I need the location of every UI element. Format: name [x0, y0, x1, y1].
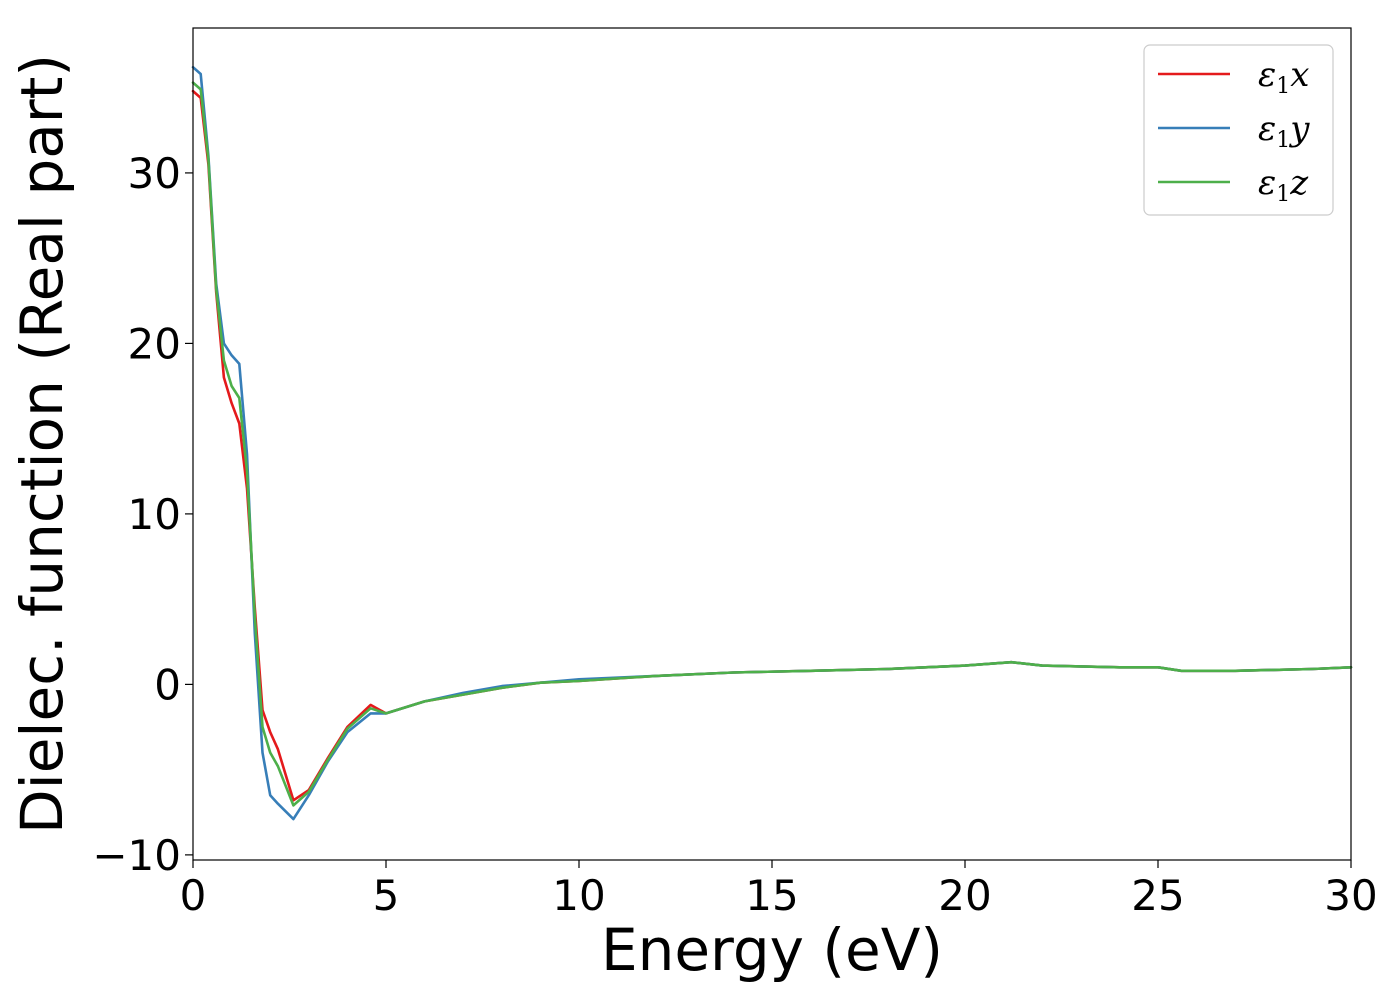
legend-box: [1143, 44, 1334, 216]
x-axis: 0 5 10 15 20 25 30: [180, 860, 1378, 920]
plot-series: [191, 65, 1353, 821]
y-axis: −10 0 10 20 30: [92, 149, 193, 880]
y-tick-label: −10: [92, 831, 181, 880]
x-axis-title: Energy (eV): [601, 916, 943, 984]
y-axis-title: Dielec. function (Real part): [8, 54, 76, 834]
x-tick-label: 10: [552, 871, 605, 920]
x-tick-label: 30: [1324, 871, 1377, 920]
x-tick-label: 25: [1131, 871, 1184, 920]
legend: ε1x ε1y ε1z: [1143, 44, 1334, 216]
y-tick-label: 20: [128, 319, 181, 368]
x-tick-label: 20: [938, 871, 991, 920]
legend-label-z: ε1z: [1258, 163, 1309, 207]
y-tick-label: 30: [128, 149, 181, 198]
x-tick-label: 5: [373, 871, 400, 920]
legend-label-x: ε1x: [1258, 55, 1309, 99]
y-tick-label: 0: [154, 660, 181, 709]
x-tick-label: 15: [745, 871, 798, 920]
y-tick-label: 10: [128, 490, 181, 539]
x-tick-label: 0: [180, 871, 207, 920]
legend-label-y: ε1y: [1258, 109, 1310, 153]
series-line-z: [191, 81, 1353, 807]
